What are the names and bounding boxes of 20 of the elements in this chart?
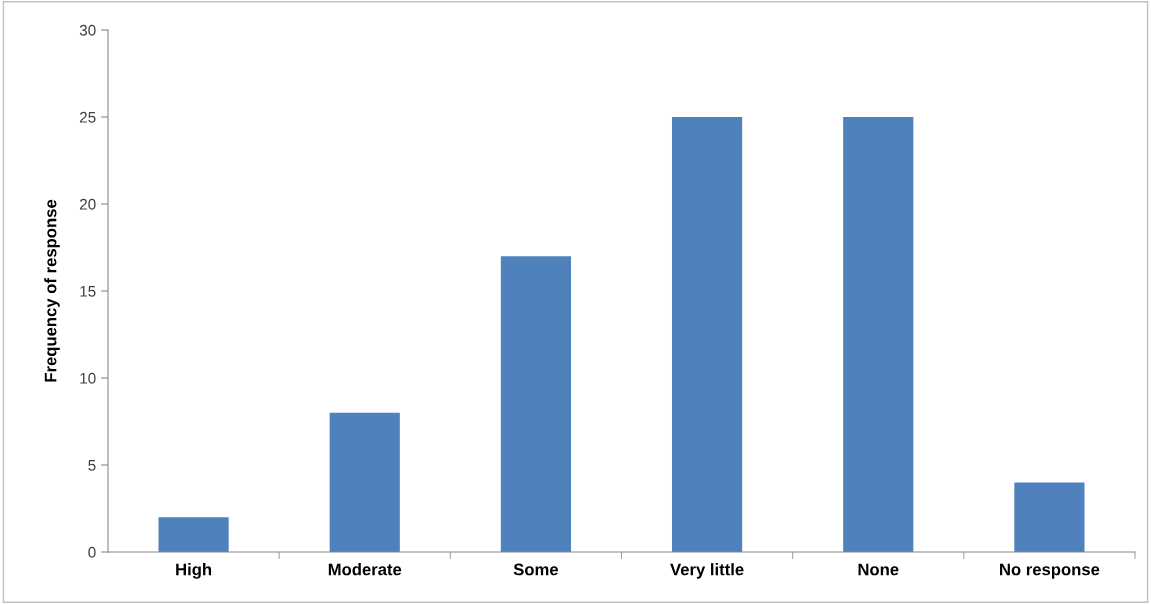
x-tick-label: High	[176, 563, 212, 579]
y-tick-label: 15	[80, 286, 96, 297]
y-tick-label: 20	[79, 198, 96, 210]
bar	[500, 256, 572, 552]
x-tick-label: Moderate	[328, 563, 402, 576]
y-tick-label: 10	[80, 372, 96, 384]
y-tick-label: 25	[79, 111, 96, 123]
y-tick-label: 5	[88, 460, 96, 471]
bar	[158, 517, 229, 552]
bar	[671, 117, 743, 552]
bar	[1014, 482, 1085, 552]
x-tick-label: No response	[1000, 563, 1100, 579]
x-tick-label: Very little	[670, 563, 744, 579]
y-tick-label: 0	[88, 546, 96, 558]
x-tick-label: None	[858, 563, 899, 576]
x-tick-label: Some	[513, 563, 559, 576]
bar	[843, 117, 914, 552]
y-axis-title: Frequency of response	[44, 199, 60, 382]
bar	[329, 412, 400, 552]
y-tick-label: 30	[79, 24, 96, 36]
